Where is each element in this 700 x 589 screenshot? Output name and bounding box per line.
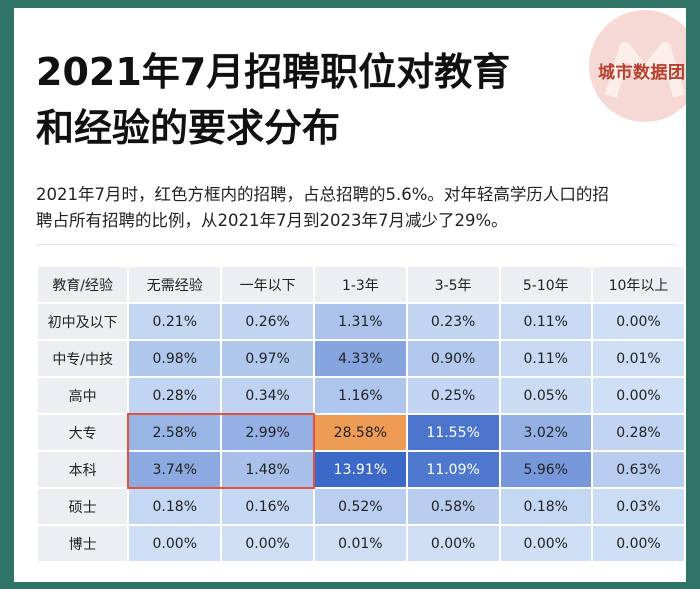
heatmap-cell: 1.31% [315,304,406,339]
heatmap-cell: 0.00% [129,526,221,561]
column-header: 1-3年 [315,267,406,302]
infographic-card: 城市数据团 2021年7月招聘职位对教育 和经验的要求分布 2021年7月时，红… [14,8,686,582]
heatmap-cell: 0.00% [407,526,499,561]
subtitle-line: 聘占所有招聘的比例，从2021年7月到2023年7月减少了29%。 [36,211,508,230]
heatmap-cell: 0.90% [407,341,499,376]
heatmap-cell: 0.00% [593,378,684,413]
heatmap-cell: 11.55% [407,415,499,450]
row-header: 高中 [38,378,128,413]
heatmap-cell: 28.58% [315,415,406,450]
column-header: 10年以上 [593,267,684,302]
heatmap-table-wrap: 教育/经验 无需经验 一年以下 1-3年 3-5年 5-10年 10年以上 初中及以下 0.… [36,265,686,563]
page-title: 2021年7月招聘职位对教育 和经验的要求分布 [36,44,596,156]
heatmap-cell: 0.23% [407,304,499,339]
heatmap-cell: 0.63% [593,452,684,487]
heatmap-cell: 0.18% [129,489,221,524]
heatmap-cell: 0.58% [407,489,499,524]
table-row: 初中及以下 0.21% 0.26% 1.31% 0.23% 0.11% 0.00% [38,304,684,339]
heatmap-cell: 4.33% [315,341,406,376]
heatmap-table: 教育/经验 无需经验 一年以下 1-3年 3-5年 5-10年 10年以上 初中及以下 0.… [36,265,686,563]
heatmap-cell: 3.74% [129,452,221,487]
heatmap-cell: 2.58% [129,415,221,450]
header-row: 教育/经验 无需经验 一年以下 1-3年 3-5年 5-10年 10年以上 [38,267,684,302]
heatmap-cell: 0.28% [129,378,221,413]
heatmap-cell: 0.25% [407,378,499,413]
heatmap-cell: 1.16% [315,378,406,413]
heatmap-cell: 0.05% [500,378,591,413]
heatmap-cell: 0.97% [222,341,313,376]
heatmap-cell: 5.96% [500,452,591,487]
heatmap-cell: 3.02% [500,415,591,450]
heatmap-cell: 0.16% [222,489,313,524]
row-header: 中专/中技 [38,341,128,376]
heatmap-cell: 0.11% [500,341,591,376]
brand-logo-icon [589,10,686,122]
heatmap-cell: 0.28% [593,415,684,450]
table-row: 中专/中技 0.98% 0.97% 4.33% 0.90% 0.11% 0.01% [38,341,684,376]
heatmap-cell: 1.48% [222,452,313,487]
heatmap-cell: 0.11% [500,304,591,339]
table-row: 高中 0.28% 0.34% 1.16% 0.25% 0.05% 0.00% [38,378,684,413]
heatmap-cell: 0.26% [222,304,313,339]
brand-name: 城市数据团 [598,63,686,83]
row-header: 大专 [38,415,128,450]
heatmap-cell: 0.00% [593,526,684,561]
heatmap-cell: 0.03% [593,489,684,524]
table-row: 硕士 0.18% 0.16% 0.52% 0.58% 0.18% 0.03% [38,489,684,524]
subtitle: 2021年7月时，红色方框内的招聘，占总招聘的5.6%。对年轻高学历人口的招 聘… [36,182,686,234]
row-header: 本科 [38,452,128,487]
heatmap-cell: 0.00% [500,526,591,561]
heatmap-cell: 0.00% [593,304,684,339]
heatmap-cell: 0.52% [315,489,406,524]
column-header: 3-5年 [407,267,499,302]
divider [36,244,676,245]
table-row: 大专 2.58% 2.99% 28.58% 11.55% 3.02% 0.28% [38,415,684,450]
table-row: 博士 0.00% 0.00% 0.01% 0.00% 0.00% 0.00% [38,526,684,561]
heatmap-cell: 2.99% [222,415,313,450]
column-header: 无需经验 [129,267,221,302]
heatmap-cell: 0.01% [593,341,684,376]
title-line: 2021年7月招聘职位对教育 [36,50,511,94]
heatmap-cell: 0.98% [129,341,221,376]
table-row: 本科 3.74% 1.48% 13.91% 11.09% 5.96% 0.63% [38,452,684,487]
heatmap-cell: 0.00% [222,526,313,561]
heatmap-cell: 0.18% [500,489,591,524]
heatmap-cell: 11.09% [407,452,499,487]
heatmap-cell: 0.34% [222,378,313,413]
heatmap-cell: 13.91% [315,452,406,487]
heatmap-cell: 0.01% [315,526,406,561]
row-header: 硕士 [38,489,128,524]
corner-header: 教育/经验 [38,267,128,302]
subtitle-line: 2021年7月时，红色方框内的招聘，占总招聘的5.6%。对年轻高学历人口的招 [36,185,609,204]
column-header: 一年以下 [222,267,313,302]
row-header: 初中及以下 [38,304,128,339]
title-line: 和经验的要求分布 [36,106,341,150]
heatmap-cell: 0.21% [129,304,221,339]
column-header: 5-10年 [500,267,591,302]
row-header: 博士 [38,526,128,561]
